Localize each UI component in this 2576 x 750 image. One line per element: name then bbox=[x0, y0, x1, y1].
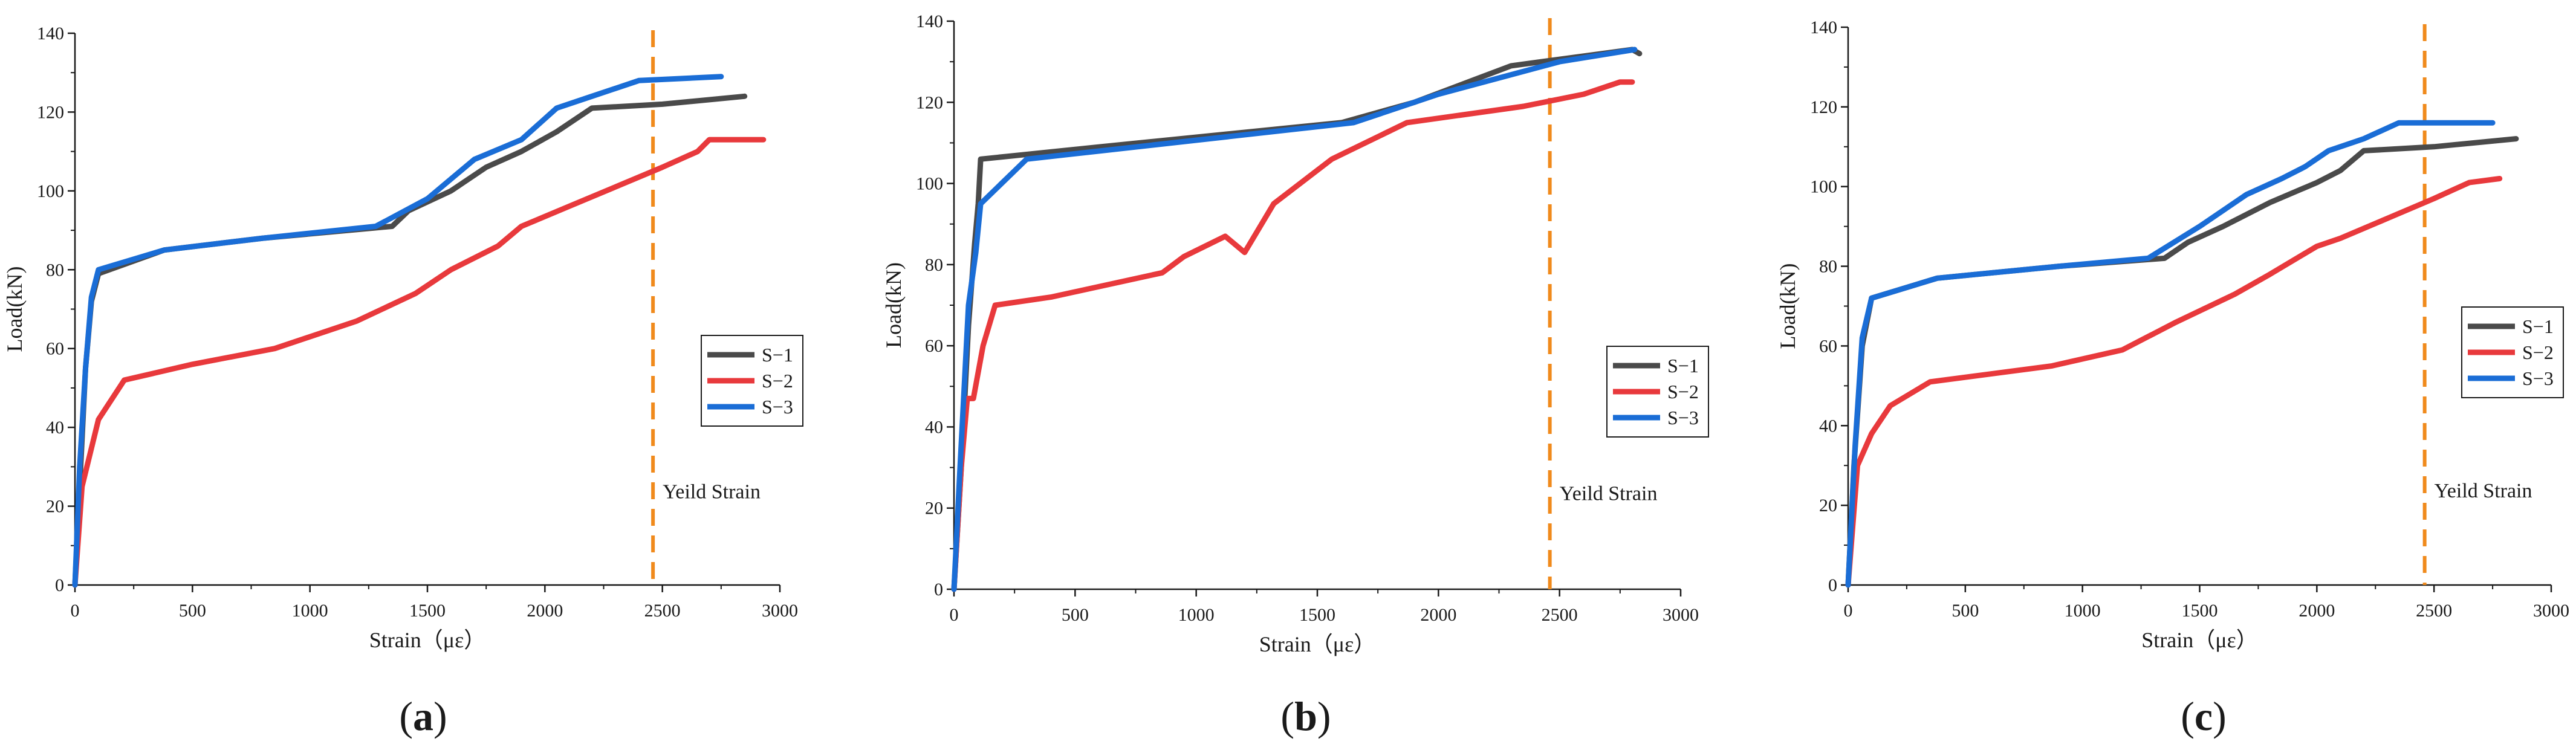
series-line-2 bbox=[951, 79, 1635, 592]
x-tick-label: 2000 bbox=[1420, 605, 1456, 625]
y-tick-label: 120 bbox=[916, 92, 943, 112]
y-tick-label: 80 bbox=[46, 260, 64, 280]
panel-label: (c) bbox=[2181, 693, 2227, 739]
x-tick-label: 1500 bbox=[1299, 605, 1335, 625]
x-axis-title: Strain（με） bbox=[1259, 632, 1375, 656]
legend: S−1 S−2 S−3 bbox=[1606, 346, 1709, 438]
x-tick-label: 500 bbox=[1951, 601, 1979, 621]
x-tick-label: 2000 bbox=[2299, 601, 2335, 621]
legend-label: S−1 bbox=[2522, 315, 2554, 337]
x-tick-label: 500 bbox=[179, 601, 206, 621]
y-tick-label: 140 bbox=[916, 11, 943, 31]
series-line-3 bbox=[72, 74, 724, 588]
y-tick-label: 0 bbox=[1828, 575, 1837, 595]
y-axis-title: Load(kN) bbox=[881, 262, 906, 348]
yield-strain-annotation: Yeild Strain bbox=[1560, 482, 1658, 505]
y-tick-label: 120 bbox=[37, 102, 64, 122]
series-line-2 bbox=[72, 137, 767, 588]
x-axis-title: Strain（με） bbox=[369, 628, 485, 652]
y-tick-label: 0 bbox=[55, 575, 64, 595]
y-tick-label: 80 bbox=[925, 255, 943, 275]
y-axis-title: Load(kN) bbox=[1776, 263, 1800, 349]
y-tick-label: 80 bbox=[1819, 257, 1837, 277]
panel-label: (a) bbox=[399, 693, 447, 739]
y-tick-label: 40 bbox=[1819, 416, 1837, 436]
chart-panel-2: 0 500 1000 1500 2000 2500 3000 0 20 40 60 80 100 120 1… bbox=[881, 11, 1709, 739]
series-line-3 bbox=[951, 47, 1638, 592]
x-tick-label: 1000 bbox=[1178, 605, 1215, 625]
x-tick-label: 3000 bbox=[762, 601, 798, 621]
y-tick-label: 20 bbox=[925, 499, 943, 519]
x-tick-label: 1000 bbox=[2065, 601, 2101, 621]
y-tick-label: 20 bbox=[46, 497, 64, 517]
x-tick-label: 2500 bbox=[1542, 605, 1578, 625]
legend-label: S−2 bbox=[1667, 381, 1699, 402]
legend-label: S−3 bbox=[2522, 367, 2554, 389]
y-tick-label: 60 bbox=[46, 339, 64, 359]
x-tick-label: 0 bbox=[71, 601, 80, 621]
panel-label: (b) bbox=[1280, 693, 1331, 739]
x-tick-label: 0 bbox=[1844, 601, 1853, 621]
y-tick-label: 120 bbox=[1810, 97, 1837, 117]
x-tick-label: 2500 bbox=[644, 601, 681, 621]
y-tick-label: 40 bbox=[46, 418, 64, 438]
y-tick-label: 140 bbox=[37, 24, 64, 44]
legend-label: S−1 bbox=[762, 344, 793, 366]
x-tick-label: 0 bbox=[950, 605, 959, 625]
x-tick-label: 1000 bbox=[292, 601, 328, 621]
x-tick-label: 1500 bbox=[2182, 601, 2218, 621]
x-tick-label: 3000 bbox=[1663, 605, 1699, 625]
yield-strain-annotation: Yeild Strain bbox=[2435, 480, 2532, 502]
legend-label: S−3 bbox=[762, 396, 793, 418]
legend: S−1 S−2 S−3 bbox=[701, 335, 803, 427]
series-line-3 bbox=[1845, 120, 2496, 588]
y-tick-label: 140 bbox=[1810, 18, 1837, 37]
y-tick-label: 0 bbox=[934, 580, 943, 600]
y-tick-label: 60 bbox=[925, 336, 943, 356]
y-tick-label: 100 bbox=[916, 174, 943, 194]
x-tick-label: 2000 bbox=[527, 601, 563, 621]
x-tick-label: 2500 bbox=[2416, 601, 2452, 621]
x-tick-label: 3000 bbox=[2533, 601, 2569, 621]
legend-label: S−2 bbox=[762, 370, 793, 392]
y-tick-label: 100 bbox=[1810, 177, 1837, 197]
x-axis-title: Strain（με） bbox=[2141, 628, 2257, 652]
series-line-2 bbox=[1845, 176, 2503, 588]
y-tick-label: 40 bbox=[925, 417, 943, 437]
legend: S−1 S−2 S−3 bbox=[2461, 306, 2564, 398]
legend-label: S−1 bbox=[1667, 355, 1699, 377]
chart-panel-3: 0 500 1000 1500 2000 2500 3000 0 20 40 60 80 100 120 1… bbox=[1776, 18, 2569, 739]
series-line-1 bbox=[72, 93, 748, 588]
y-tick-label: 60 bbox=[1819, 336, 1837, 356]
yield-strain-annotation: Yeild Strain bbox=[663, 481, 761, 503]
chart-panel-1: 0 500 1000 1500 2000 2500 3000 0 20 40 60 80 100 120 1… bbox=[2, 24, 803, 739]
legend-label: S−3 bbox=[1667, 407, 1699, 428]
x-tick-label: 1500 bbox=[409, 601, 446, 621]
x-tick-label: 500 bbox=[1062, 605, 1089, 625]
y-tick-label: 20 bbox=[1819, 496, 1837, 516]
y-axis-title: Load(kN) bbox=[2, 267, 27, 352]
legend-label: S−2 bbox=[2522, 341, 2554, 363]
y-tick-label: 100 bbox=[37, 181, 64, 201]
